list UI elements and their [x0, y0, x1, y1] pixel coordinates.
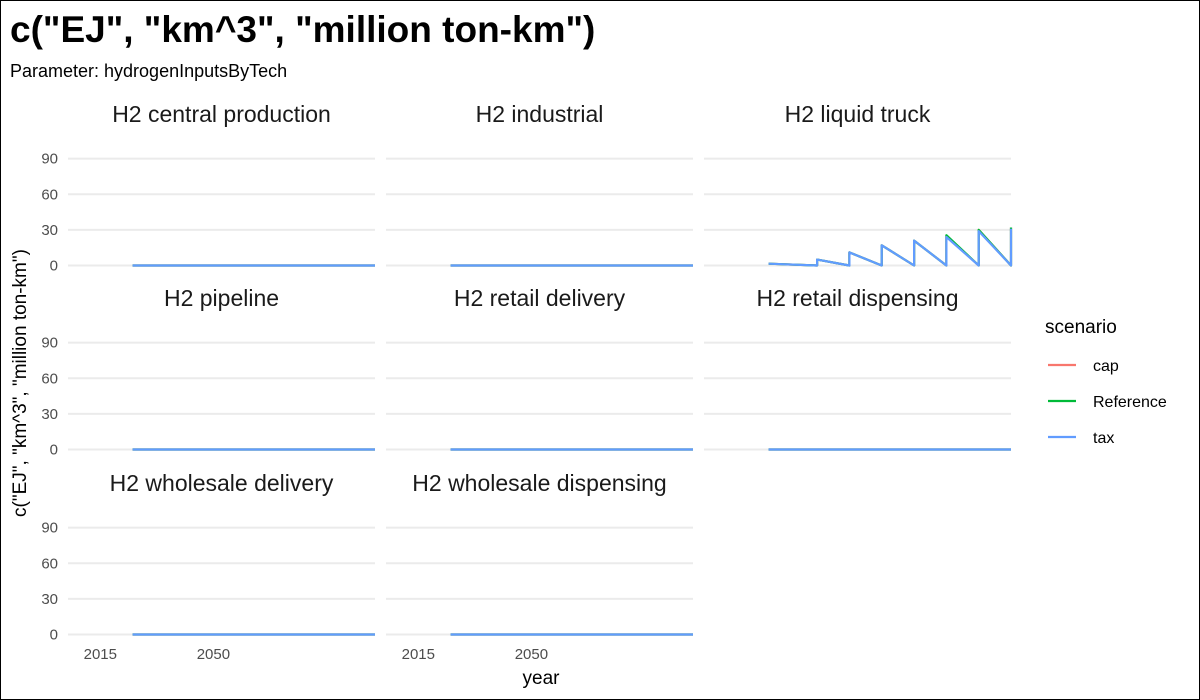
- y-tick-label: 30: [41, 591, 58, 608]
- chart-subtitle: Parameter: hydrogenInputsByTech: [10, 61, 287, 81]
- facet-panel: H2 central production 0 30 60 90: [41, 101, 375, 275]
- y-tick-label: 30: [41, 222, 58, 239]
- legend-title: scenario: [1045, 317, 1117, 338]
- y-tick-label: 90: [41, 520, 58, 537]
- y-tick-label: 90: [41, 151, 58, 168]
- facet-panel: H2 wholesale dispensing 2015 2050: [386, 470, 693, 663]
- x-tick-label: 2015: [84, 646, 117, 663]
- facet-panels: H2 central production 0 30 60 90 H2 industria…: [41, 101, 1013, 663]
- y-tick-label: 0: [50, 258, 58, 275]
- chart-title: c("EJ", "km^3", "million ton-km"): [10, 9, 595, 50]
- y-tick-label: 60: [41, 370, 58, 387]
- series-line-reference: [768, 227, 1013, 267]
- facet-panel: H2 retail delivery: [386, 285, 693, 451]
- legend-label: tax: [1093, 430, 1114, 447]
- facet-strip-label: H2 pipeline: [164, 285, 279, 311]
- y-tick-label: 30: [41, 406, 58, 423]
- x-tick-label: 2050: [197, 646, 230, 663]
- facet-panel: H2 industrial: [386, 101, 693, 267]
- facet-strip-label: H2 wholesale dispensing: [412, 470, 666, 496]
- facet-panel: H2 retail dispensing: [704, 285, 1011, 451]
- legend-label: Reference: [1093, 394, 1167, 411]
- facet-strip-label: H2 wholesale delivery: [110, 470, 334, 496]
- series-line-cap: [768, 227, 1013, 267]
- x-tick-label: 2015: [402, 646, 435, 663]
- legend-label: cap: [1093, 358, 1119, 375]
- facet-strip-label: H2 liquid truck: [785, 101, 931, 127]
- y-axis-title: c("EJ", "km^3", "million ton-km"): [10, 249, 31, 517]
- facet-panel: H2 wholesale delivery 0 30 60 90 2015 2050: [41, 470, 375, 663]
- y-tick-label: 60: [41, 555, 58, 572]
- x-tick-label: 2050: [515, 646, 548, 663]
- facet-panel: H2 liquid truck: [704, 101, 1013, 267]
- y-tick-label: 90: [41, 335, 58, 352]
- facet-panel: H2 pipeline 0 30 60 90: [41, 285, 375, 459]
- legend: scenario cap Reference tax: [1045, 317, 1167, 447]
- facet-strip-label: H2 retail dispensing: [756, 285, 958, 311]
- facet-strip-label: H2 industrial: [476, 101, 604, 127]
- y-tick-label: 60: [41, 186, 58, 203]
- y-tick-label: 0: [50, 627, 58, 644]
- y-tick-label: 0: [50, 442, 58, 459]
- x-axis-title: year: [523, 668, 561, 689]
- facet-strip-label: H2 central production: [112, 101, 331, 127]
- series-line-tax: [768, 228, 1013, 267]
- facet-strip-label: H2 retail delivery: [454, 285, 626, 311]
